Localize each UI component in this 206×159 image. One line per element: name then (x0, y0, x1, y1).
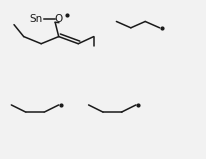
Text: Sn: Sn (29, 14, 43, 24)
Text: O: O (55, 14, 63, 24)
